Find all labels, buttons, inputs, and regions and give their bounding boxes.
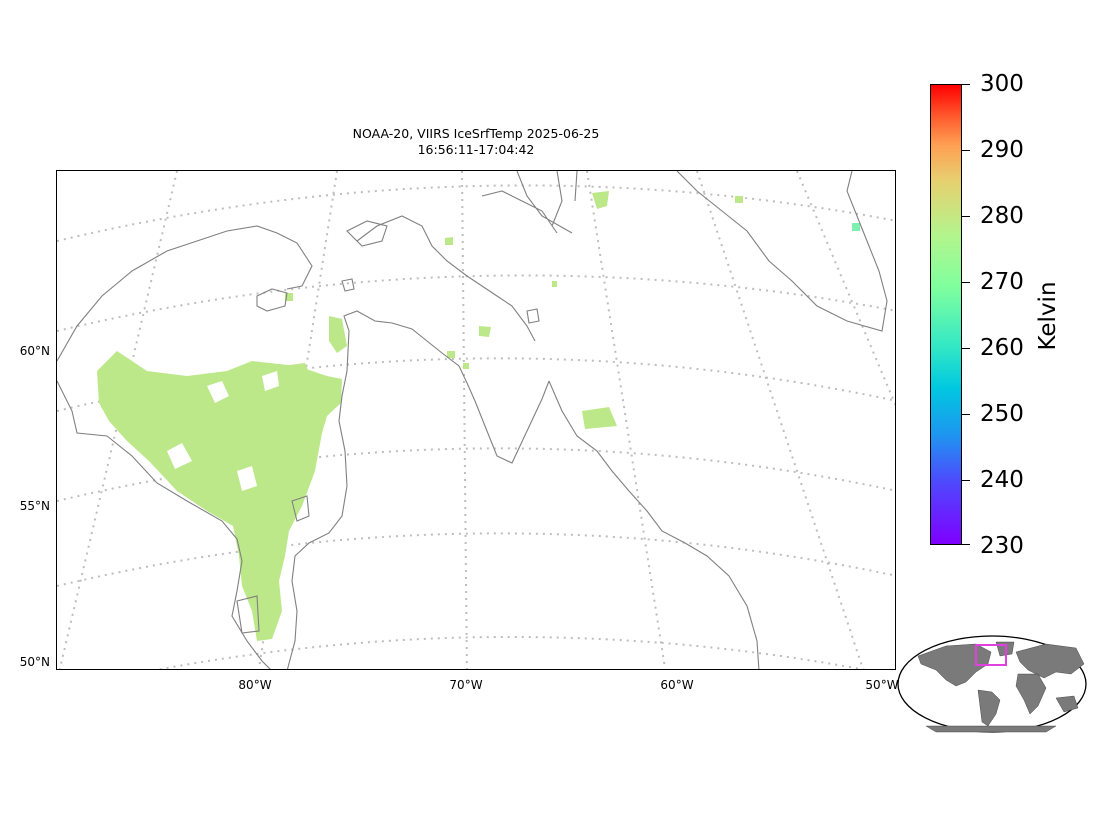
data-gaps: [167, 371, 279, 491]
colorbar-label-300: 300: [980, 71, 1024, 97]
colorbar-tick: [962, 150, 970, 152]
lon-label-60w: 60°W: [660, 678, 694, 692]
lon-label-70w: 70°W: [449, 678, 483, 692]
small-data-patch: [463, 363, 469, 369]
lat-label-55n: 55°N: [19, 499, 50, 513]
inset-europe-asia: [1015, 643, 1085, 679]
data-gap: [167, 443, 192, 469]
colorbar-tick: [962, 544, 970, 546]
parallel-line: [57, 532, 895, 587]
small-data-patch: [592, 191, 609, 209]
small-data-patch: [479, 326, 491, 337]
colorbar-label-250: 250: [980, 401, 1024, 427]
island-coastline: [236, 595, 260, 634]
colorbar-title: Kelvin: [1035, 281, 1061, 351]
colorbar-label-230: 230: [980, 533, 1024, 559]
meridian-line: [696, 171, 865, 669]
coastline-greenland: [676, 171, 888, 332]
cold-data-patch: [852, 223, 860, 231]
colorbar-label-260: 260: [980, 335, 1024, 361]
map-title-line1: NOAA-20, VIIRS IceSrfTemp 2025-06-25: [352, 126, 600, 141]
small-data-patch: [552, 281, 557, 287]
inset-south-america: [977, 689, 1001, 727]
small-data-patch: [445, 237, 453, 245]
colorbar-label-290: 290: [980, 137, 1024, 163]
inset-australia: [1055, 695, 1079, 713]
small-data-patch: [582, 407, 617, 429]
data-gap: [207, 381, 229, 403]
coastline-quebec-east: [286, 310, 550, 669]
meridian-line: [796, 171, 895, 407]
island-coastline: [291, 495, 310, 522]
inset-antarctica: [925, 725, 1057, 733]
parallel-line: [57, 184, 895, 242]
island-coastline: [256, 288, 288, 312]
coastline-labrador: [548, 380, 760, 669]
parallel-line: [156, 635, 867, 669]
coastlines: [57, 171, 888, 669]
parallel-line: [57, 274, 895, 332]
data-gap: [262, 371, 279, 391]
colorbar: [930, 84, 962, 545]
colorbar-label-280: 280: [980, 203, 1024, 229]
colorbar-tick: [962, 348, 970, 350]
colorbar-label-240: 240: [980, 467, 1024, 493]
inset-africa: [1015, 673, 1047, 715]
colorbar-tick: [962, 414, 970, 416]
colorbar-tick: [962, 216, 970, 218]
colorbar-label-270: 270: [980, 269, 1024, 295]
lat-label-60n: 60°N: [19, 344, 50, 358]
ice-temp-data: [97, 191, 860, 641]
inset-world-map: [896, 634, 1088, 734]
map-panel[interactable]: [56, 170, 896, 670]
colorbar-tick: [962, 282, 970, 284]
graticule: [57, 171, 895, 669]
island-coastline: [526, 308, 540, 324]
coastline-baffin: [356, 171, 578, 342]
inset-region-box: [975, 644, 1007, 666]
island-coastline: [346, 220, 388, 247]
lon-label-80w: 80°W: [238, 678, 272, 692]
map-canvas: [57, 171, 895, 669]
east-shore-data: [275, 363, 322, 501]
inset-north-america: [917, 643, 992, 687]
meridian-line: [461, 171, 468, 669]
small-data-patch: [329, 316, 347, 353]
small-data-patch: [447, 351, 455, 358]
map-title-line2: 16:56:11-17:04:42: [417, 142, 535, 157]
colorbar-tick: [962, 84, 970, 86]
map-title: NOAA-20, VIIRS IceSrfTemp 2025-06-25 16:…: [56, 126, 896, 158]
island-coastline: [341, 278, 355, 292]
small-data-patch: [735, 196, 743, 203]
colorbar-tick: [962, 480, 970, 482]
lat-label-50n: 50°N: [19, 655, 50, 669]
lon-label-50w: 50°W: [865, 678, 899, 692]
data-gap: [237, 466, 257, 491]
